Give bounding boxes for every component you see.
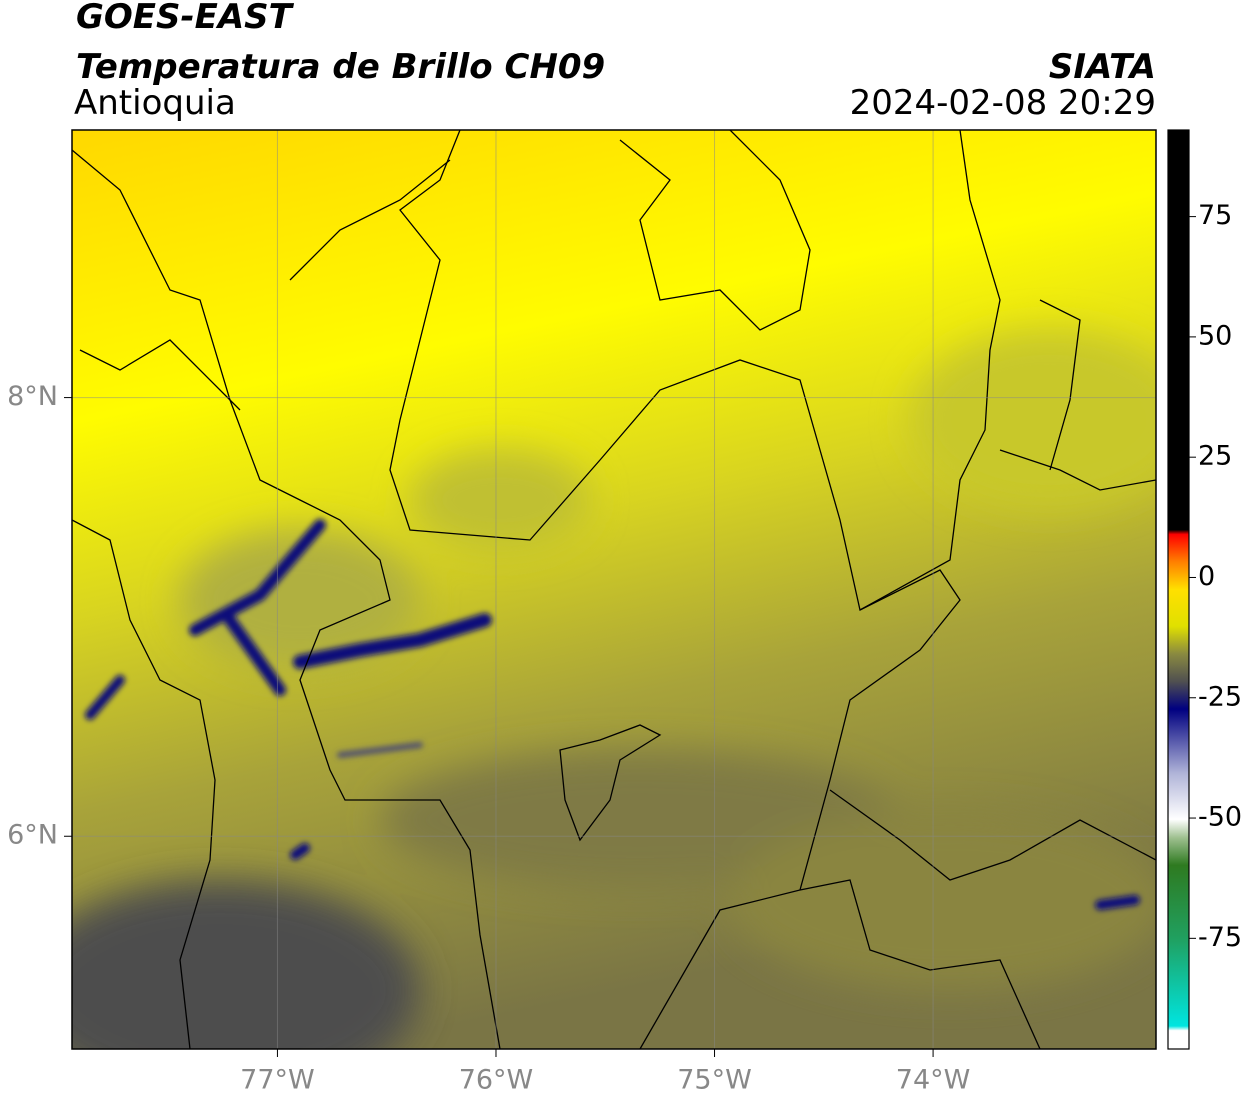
colorbar xyxy=(1167,129,1190,1050)
y-tick-label: 8°N xyxy=(7,381,58,412)
y-tick-label: 6°N xyxy=(7,820,58,851)
map-image xyxy=(72,130,1156,1049)
colorbar-tick-label: -50 xyxy=(1198,802,1242,833)
colorbar-tick-label: 50 xyxy=(1198,320,1232,351)
colorbar-tick-label: 75 xyxy=(1198,200,1232,231)
colorbar-tick-label: -25 xyxy=(1198,681,1242,712)
x-tick-label: 77°W xyxy=(240,1065,315,1096)
colorbar-tick-label: 0 xyxy=(1198,561,1215,592)
x-tick-label: 75°W xyxy=(677,1065,752,1096)
colorbar-tick-label: -75 xyxy=(1198,922,1242,953)
x-tick-label: 76°W xyxy=(459,1065,534,1096)
title: GOES-EAST xyxy=(76,0,295,37)
map-frame xyxy=(71,129,1157,1050)
x-tick-label: 74°W xyxy=(896,1065,971,1096)
datetime: 2024-02-08 20:29 xyxy=(850,83,1156,123)
subtitle: Temperatura de Brillo CH09 xyxy=(76,47,605,87)
colorbar-tick-label: 25 xyxy=(1198,441,1232,472)
region: Antioquia xyxy=(74,83,236,123)
source: SIATA xyxy=(1049,47,1156,87)
